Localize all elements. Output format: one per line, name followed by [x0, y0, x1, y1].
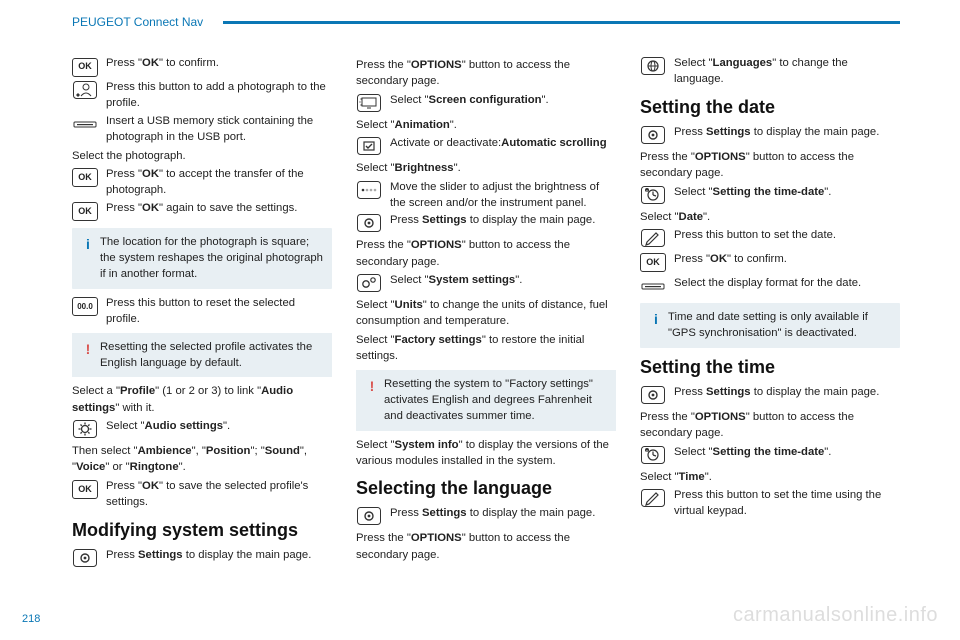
- text-select-animation: Select "Animation".: [356, 117, 616, 133]
- step-settings-lang: Press Settings to display the main page.: [356, 505, 616, 528]
- reset-icon: 00.0: [72, 296, 98, 318]
- text-factory-settings: Select "Factory settings" to restore the…: [356, 332, 616, 365]
- step-add-photo: Press this button to add a photograph to…: [72, 79, 332, 112]
- text-options-3: Press the "OPTIONS" button to access the…: [356, 530, 616, 563]
- slot-icon: [72, 114, 98, 136]
- warn-factory-reset: ! Resetting the system to "Factory setti…: [356, 370, 616, 431]
- heading-setting-time: Setting the time: [640, 354, 900, 380]
- header-rule: [223, 21, 900, 24]
- step-settings-time: Press Settings to display the main page.: [640, 384, 900, 407]
- step-reset-profile: 00.0 Press this button to reset the sele…: [72, 295, 332, 328]
- text-options-time: Press the "OPTIONS" button to access the…: [640, 409, 900, 442]
- pencil-icon: [640, 488, 666, 510]
- gears-icon: [356, 273, 382, 295]
- column-1: OK Press "OK" to confirm. Press this but…: [72, 55, 332, 571]
- step-set-date: Press this button to set the date.: [640, 227, 900, 250]
- column-3: Select "Languages" to change the languag…: [640, 55, 900, 571]
- text-options-1: Press the "OPTIONS" button to access the…: [356, 57, 616, 90]
- gear-icon: [356, 213, 382, 235]
- ok-icon: OK: [72, 479, 98, 501]
- ok-icon: OK: [72, 201, 98, 223]
- heading-selecting-language: Selecting the language: [356, 475, 616, 501]
- text-select-time: Select "Time".: [640, 469, 900, 485]
- header-title: PEUGEOT Connect Nav: [72, 14, 203, 31]
- step-ok-transfer: OK Press "OK" to accept the transfer of …: [72, 166, 332, 199]
- gear-sun-icon: [72, 419, 98, 441]
- step-ok-save-profile: OK Press "OK" to save the selected profi…: [72, 478, 332, 511]
- info-icon: i: [80, 234, 96, 254]
- heading-modifying-settings: Modifying system settings: [72, 517, 332, 543]
- step-ok-save: OK Press "OK" again to save the settings…: [72, 200, 332, 223]
- clock-icon: 8: [640, 445, 666, 467]
- step-setting-time-date: 8 Select "Setting the time-date".: [640, 184, 900, 207]
- step-screen-config: Select "Screen configuration".: [356, 92, 616, 115]
- text-select-units: Select "Units" to change the units of di…: [356, 297, 616, 330]
- gear-icon: [640, 125, 666, 147]
- slot-icon: [640, 276, 666, 298]
- ok-icon: OK: [640, 252, 666, 274]
- slider-icon: [356, 180, 382, 202]
- step-settings-main-2: Press Settings to display the main page.: [356, 212, 616, 235]
- step-date-format: Select the display format for the date.: [640, 275, 900, 298]
- step-auto-scrolling: Activate or deactivate:Automatic scrolli…: [356, 135, 616, 158]
- step-settings-main: Press Settings to display the main page.: [72, 547, 332, 570]
- step-set-time: Press this button to set the time using …: [640, 487, 900, 520]
- page-number: 218: [22, 612, 40, 628]
- step-select-languages: Select "Languages" to change the languag…: [640, 55, 900, 88]
- text-options-2: Press the "OPTIONS" button to access the…: [356, 237, 616, 270]
- info-icon: i: [648, 309, 664, 329]
- person-icon: [72, 80, 98, 102]
- clock-icon: 8: [640, 185, 666, 207]
- checkbox-icon: [356, 136, 382, 158]
- pencil-icon: [640, 228, 666, 250]
- info-photo-square: i The location for the photograph is squ…: [72, 228, 332, 289]
- info-gps-sync: i Time and date setting is only availabl…: [640, 303, 900, 348]
- watermark: carmanualsonline.info: [733, 601, 938, 630]
- step-insert-usb: Insert a USB memory stick containing the…: [72, 113, 332, 146]
- step-system-settings: Select "System settings".: [356, 272, 616, 295]
- warn-reset-english: ! Resetting the selected profile activat…: [72, 333, 332, 378]
- monitor-icon: [356, 93, 382, 115]
- text-options-date: Press the "OPTIONS" button to access the…: [640, 149, 900, 182]
- text-select-profile: Select a "Profile" (1 or 2 or 3) to link…: [72, 383, 332, 416]
- step-settings-date: Press Settings to display the main page.: [640, 124, 900, 147]
- warning-icon: !: [364, 376, 380, 396]
- ok-icon: OK: [72, 167, 98, 189]
- gear-icon: [640, 385, 666, 407]
- ok-icon: OK: [72, 56, 98, 78]
- warning-icon: !: [80, 339, 96, 359]
- text-select-date: Select "Date".: [640, 209, 900, 225]
- step-brightness-slider: Move the slider to adjust the brightness…: [356, 179, 616, 212]
- content-columns: OK Press "OK" to confirm. Press this but…: [72, 55, 900, 571]
- globe-icon: [640, 56, 666, 78]
- column-2: Press the "OPTIONS" button to access the…: [356, 55, 616, 571]
- step-audio-settings: Select "Audio settings".: [72, 418, 332, 441]
- text-system-info: Select "System info" to display the vers…: [356, 437, 616, 470]
- step-ok-confirm-date: OK Press "OK" to confirm.: [640, 251, 900, 274]
- text-select-photo: Select the photograph.: [72, 148, 332, 164]
- gear-icon: [72, 548, 98, 570]
- text-select-brightness: Select "Brightness".: [356, 160, 616, 176]
- gear-icon: [356, 506, 382, 528]
- step-ok-confirm: OK Press "OK" to confirm.: [72, 55, 332, 78]
- heading-setting-date: Setting the date: [640, 94, 900, 120]
- text-then-select: Then select "Ambience", "Position"; "Sou…: [72, 443, 332, 476]
- step-setting-time-date-2: 8 Select "Setting the time-date".: [640, 444, 900, 467]
- page-header: PEUGEOT Connect Nav: [72, 14, 900, 31]
